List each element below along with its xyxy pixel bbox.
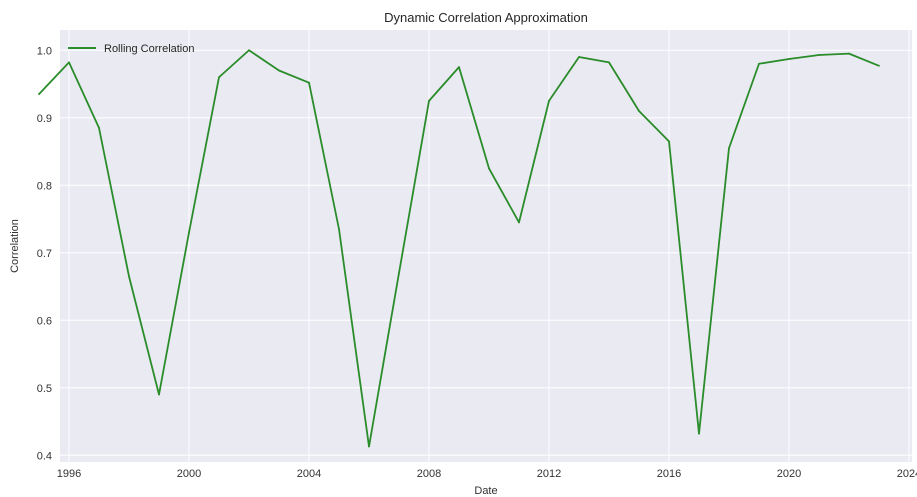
- data-point: [668, 140, 670, 143]
- y-axis-label: Correlation: [9, 219, 21, 273]
- data-point: [68, 61, 70, 64]
- data-point: [188, 231, 190, 234]
- chart-title: Dynamic Correlation Approximation: [384, 10, 588, 25]
- data-point: [278, 69, 280, 72]
- data-point: [398, 272, 400, 274]
- plot-area: [60, 30, 912, 462]
- x-axis-ticks: 1996 2000 2004 2008 2012 2016 2020 2024: [57, 468, 917, 480]
- x-tick-label: 2012: [537, 468, 561, 480]
- data-point: [458, 66, 460, 69]
- data-point: [218, 76, 220, 79]
- y-tick-label: 0.6: [37, 315, 52, 327]
- series-layer: [38, 49, 880, 448]
- y-tick-label: 0.4: [37, 450, 52, 462]
- data-point: [548, 99, 550, 102]
- y-tick-label: 0.5: [37, 383, 52, 395]
- data-point: [128, 275, 130, 278]
- data-point: [638, 110, 640, 112]
- x-axis-label: Date: [474, 485, 497, 497]
- x-tick-label: 2016: [657, 468, 681, 480]
- data-point: [158, 393, 160, 396]
- grid-lines: [60, 30, 912, 462]
- data-point: [728, 147, 730, 150]
- data-point: [518, 221, 520, 224]
- data-point: [488, 167, 490, 170]
- data-point: [788, 58, 790, 60]
- x-tick-label: 2020: [777, 468, 801, 480]
- y-axis-ticks: 0.4 0.5 0.6 0.7 0.8 0.9 1.0: [37, 45, 52, 462]
- data-point: [758, 62, 760, 65]
- x-tick-label: 2000: [177, 468, 201, 480]
- y-tick-label: 1.0: [37, 45, 52, 57]
- data-point: [848, 52, 850, 55]
- x-tick-label: 2024: [897, 468, 917, 480]
- x-tick-label: 1996: [57, 468, 81, 480]
- data-point: [608, 61, 610, 64]
- data-point: [698, 432, 700, 435]
- data-point: [428, 99, 430, 102]
- data-point: [578, 56, 580, 58]
- x-tick-label: 2008: [417, 468, 441, 480]
- data-point: [38, 93, 40, 96]
- data-point: [818, 54, 820, 56]
- legend: Rolling Correlation: [68, 43, 195, 55]
- legend-label-rolling-correlation: Rolling Correlation: [104, 43, 195, 55]
- data-point: [248, 49, 250, 52]
- data-point: [338, 228, 340, 231]
- data-point: [878, 64, 880, 67]
- data-point: [308, 81, 310, 84]
- data-point: [98, 126, 100, 129]
- y-tick-label: 0.9: [37, 113, 52, 125]
- y-tick-label: 0.8: [37, 180, 52, 192]
- y-tick-label: 0.7: [37, 248, 52, 260]
- data-point: [368, 445, 370, 448]
- x-tick-label: 2004: [297, 468, 321, 480]
